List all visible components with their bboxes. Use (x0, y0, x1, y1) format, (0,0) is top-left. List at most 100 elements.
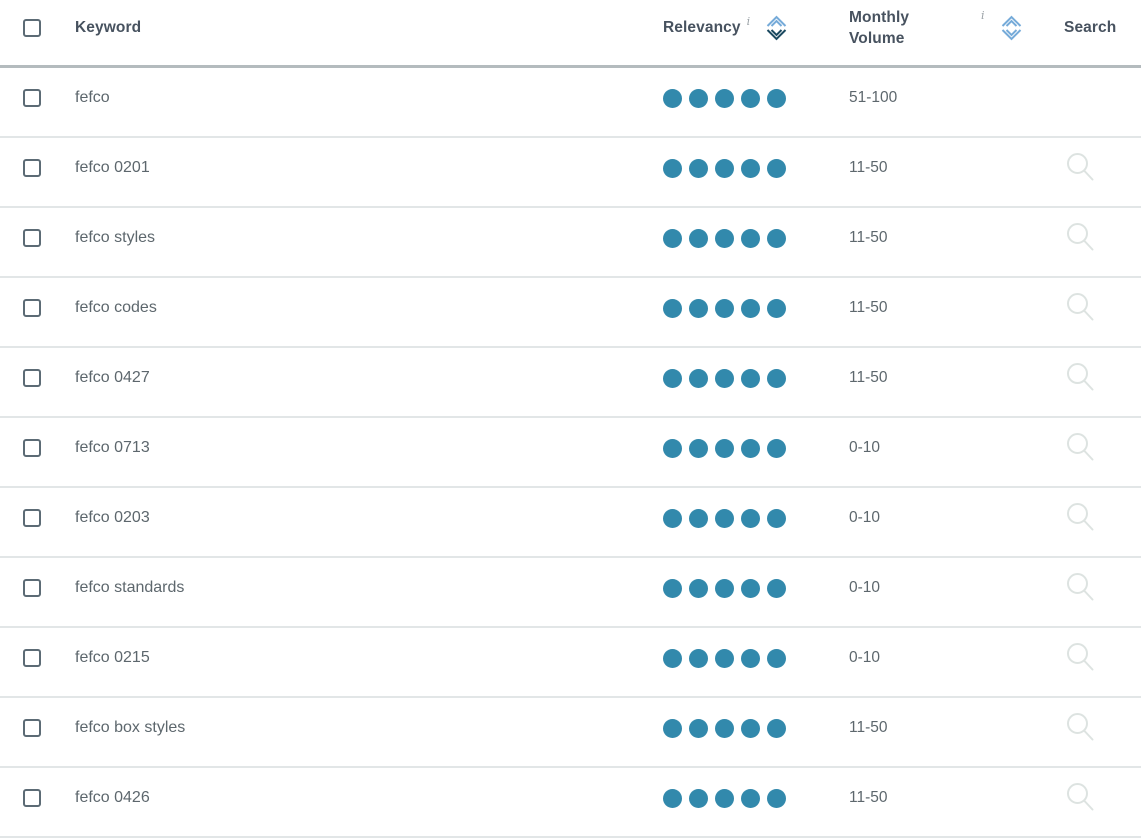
row-checkbox[interactable] (23, 509, 41, 527)
relevancy-dot (715, 648, 734, 668)
table-header-row: Keyword Relevancy i Monthly Volume i (0, 0, 1141, 68)
relevancy-dot (767, 158, 786, 178)
row-checkbox[interactable] (23, 299, 41, 317)
relevancy-dot (715, 718, 734, 738)
relevancy-dots (663, 508, 786, 528)
monthly-volume-value: 11-50 (849, 369, 888, 386)
select-all-checkbox[interactable] (23, 18, 41, 37)
search-icon[interactable] (1064, 501, 1098, 535)
relevancy-dot (689, 298, 708, 318)
relevancy-dot (715, 88, 734, 108)
row-checkbox[interactable] (23, 369, 41, 387)
monthly-volume-value: 0-10 (849, 649, 881, 666)
table-row: fefco 51-100 (0, 68, 1141, 138)
relevancy-dot (689, 228, 708, 248)
keyword-text: fefco 0426 (75, 789, 150, 806)
relevancy-dots (663, 578, 786, 598)
relevancy-dot (741, 228, 760, 248)
row-checkbox[interactable] (23, 229, 41, 247)
relevancy-dot (767, 648, 786, 668)
keyword-text: fefco 0215 (75, 649, 150, 666)
table-body: fefco 51-100 fefco 0201 11-50 (0, 68, 1141, 838)
keyword-text: fefco (75, 89, 110, 106)
relevancy-dot (663, 228, 682, 248)
relevancy-dot (689, 788, 708, 808)
relevancy-dots (663, 718, 786, 738)
keyword-text: fefco standards (75, 579, 185, 596)
row-checkbox[interactable] (23, 89, 41, 107)
relevancy-dot (741, 508, 760, 528)
chevron-down-icon (1001, 28, 1021, 40)
column-header-keyword: Keyword (75, 18, 142, 36)
relevancy-dot (767, 718, 786, 738)
relevancy-dot (767, 508, 786, 528)
monthly-volume-sort-icon[interactable] (1001, 15, 1022, 41)
keyword-text: fefco 0203 (75, 509, 150, 526)
column-header-relevancy: Relevancy (663, 18, 741, 36)
table-row: fefco standards 0-10 (0, 558, 1141, 628)
relevancy-dot (663, 788, 682, 808)
relevancy-info-icon[interactable]: i (746, 15, 751, 28)
monthly-volume-info-icon[interactable]: i (981, 8, 985, 22)
search-icon[interactable] (1064, 361, 1098, 395)
row-checkbox[interactable] (23, 789, 41, 807)
search-icon[interactable] (1064, 291, 1098, 325)
relevancy-dot (689, 508, 708, 528)
monthly-volume-value: 11-50 (849, 159, 888, 176)
table-row: fefco 0201 11-50 (0, 138, 1141, 208)
relevancy-dots (663, 788, 786, 808)
search-icon[interactable] (1064, 711, 1098, 745)
relevancy-dots (663, 368, 786, 388)
row-checkbox[interactable] (23, 439, 41, 457)
relevancy-dot (715, 578, 734, 598)
monthly-volume-value: 0-10 (849, 439, 881, 456)
search-icon[interactable] (1064, 431, 1098, 465)
chevron-up-icon (1001, 15, 1021, 27)
row-checkbox[interactable] (23, 579, 41, 597)
monthly-volume-value: 0-10 (849, 509, 881, 526)
relevancy-dot (767, 788, 786, 808)
relevancy-dots (663, 298, 786, 318)
relevancy-dot (689, 578, 708, 598)
search-icon[interactable] (1064, 221, 1098, 255)
relevancy-dot (741, 648, 760, 668)
relevancy-dots (663, 228, 786, 248)
relevancy-dot (689, 648, 708, 668)
relevancy-dot (689, 88, 708, 108)
relevancy-dot (741, 578, 760, 598)
relevancy-dot (689, 718, 708, 738)
relevancy-dot (715, 438, 734, 458)
search-icon[interactable] (1064, 641, 1098, 675)
relevancy-dot (767, 438, 786, 458)
relevancy-dot (741, 298, 760, 318)
table-row: fefco box styles 11-50 (0, 698, 1141, 768)
relevancy-dot (689, 438, 708, 458)
relevancy-dot (663, 438, 682, 458)
relevancy-sort-icon[interactable] (766, 15, 787, 41)
relevancy-dot (663, 88, 682, 108)
row-checkbox[interactable] (23, 159, 41, 177)
table-row: fefco 0713 0-10 (0, 418, 1141, 488)
relevancy-dot (689, 368, 708, 388)
search-icon[interactable] (1064, 151, 1098, 185)
search-icon[interactable] (1064, 781, 1098, 815)
monthly-volume-value: 11-50 (849, 229, 888, 246)
keyword-text: fefco styles (75, 229, 156, 246)
relevancy-dots (663, 648, 786, 668)
keyword-text: fefco codes (75, 299, 157, 316)
relevancy-dot (741, 158, 760, 178)
column-header-monthly-volume: Monthly Volume (849, 8, 910, 47)
row-checkbox[interactable] (23, 719, 41, 737)
row-checkbox[interactable] (23, 649, 41, 667)
table-row: fefco styles 11-50 (0, 208, 1141, 278)
relevancy-dot (715, 228, 734, 248)
monthly-volume-value: 11-50 (849, 789, 888, 806)
relevancy-dot (741, 438, 760, 458)
relevancy-dot (663, 508, 682, 528)
table-row: fefco 0427 11-50 (0, 348, 1141, 418)
relevancy-dot (767, 578, 786, 598)
relevancy-dot (767, 228, 786, 248)
search-icon[interactable] (1064, 571, 1098, 605)
keyword-text: fefco box styles (75, 719, 186, 736)
